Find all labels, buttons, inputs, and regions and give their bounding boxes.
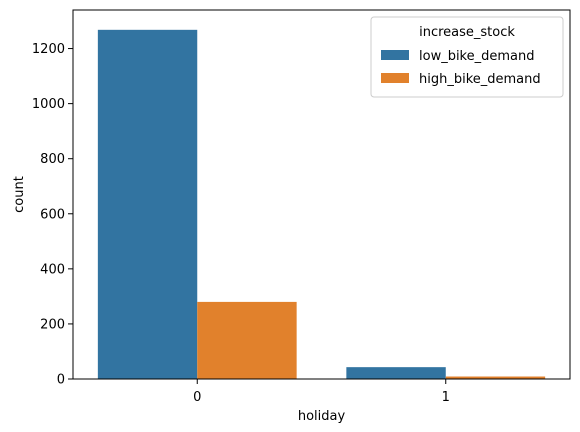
bars-layer: [97, 29, 546, 379]
y-tick-label: 400: [40, 262, 65, 277]
plot-frame: [72, 9, 571, 380]
legend-items: low_bike_demand high_bike_demand: [381, 49, 541, 87]
bar-high_bike_demand-1: [445, 376, 546, 379]
y-tick-label: 600: [40, 207, 65, 222]
legend-swatch-high_bike_demand: [381, 73, 409, 83]
y-tick-label: 200: [40, 317, 65, 332]
y-tick-label: 800: [40, 152, 65, 167]
y-axis: 0 200 400 600 800 1000 1200: [32, 42, 73, 388]
bar-low_bike_demand-0: [97, 29, 198, 379]
y-tick-label: 1200: [32, 42, 65, 57]
x-tick-label: 1: [442, 390, 450, 405]
legend-label-high_bike_demand: high_bike_demand: [419, 72, 541, 87]
bar-high_bike_demand-0: [197, 301, 297, 379]
x-axis-label: holiday: [298, 409, 346, 424]
y-tick-label: 0: [57, 373, 65, 388]
y-tick-label: 1000: [32, 97, 65, 112]
y-axis-label: count: [12, 176, 27, 213]
legend-box: [370, 16, 564, 98]
legend-label-low_bike_demand: low_bike_demand: [419, 49, 535, 64]
legend: increase_stock low_bike_demand high_bike_…: [370, 16, 564, 98]
legend-swatch-low_bike_demand: [381, 50, 409, 60]
bar-low_bike_demand-1: [346, 367, 446, 379]
legend-title: increase_stock: [419, 25, 515, 40]
x-tick-label: 0: [193, 390, 201, 405]
